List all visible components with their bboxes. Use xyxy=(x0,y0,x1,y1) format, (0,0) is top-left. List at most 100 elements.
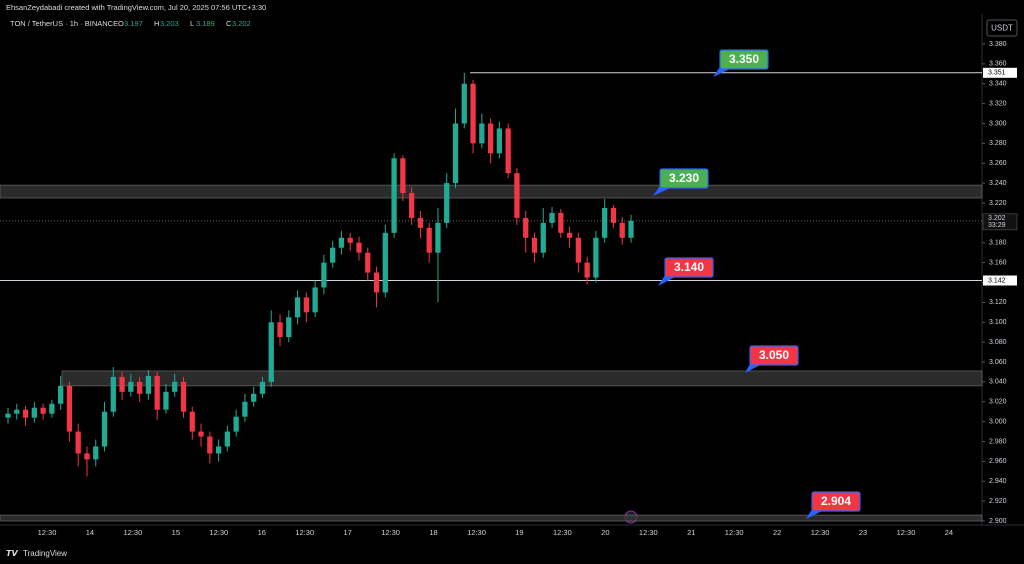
candle-body xyxy=(5,413,11,418)
candle-body xyxy=(180,381,187,412)
candle-body xyxy=(382,232,388,293)
candle-body xyxy=(584,262,590,278)
level-tag xyxy=(983,67,1017,78)
x-tick-label: 15 xyxy=(172,528,180,537)
y-tick-label: 3.100 xyxy=(989,319,1007,326)
candle-body xyxy=(549,212,555,223)
y-tick-label: 3.180 xyxy=(989,240,1007,247)
candle-body xyxy=(207,436,213,454)
callout-label: 3.050 xyxy=(759,348,789,362)
level-label: 3.351 xyxy=(988,70,1006,77)
candle-body xyxy=(233,416,239,432)
candle-body xyxy=(338,237,345,248)
candle-body xyxy=(294,297,301,318)
candle-body xyxy=(417,217,424,228)
countdown: 33:29 xyxy=(988,222,1006,229)
y-tick-label: 2.980 xyxy=(989,438,1007,445)
candle-body xyxy=(145,375,152,394)
y-tick-label: 3.120 xyxy=(989,299,1007,306)
y-tick-label: 3.240 xyxy=(989,180,1007,187)
callout xyxy=(811,491,861,512)
candle-body xyxy=(330,247,336,263)
candle-body xyxy=(215,446,222,454)
x-tick-label: 12:30 xyxy=(553,528,572,537)
candle-body xyxy=(286,317,292,338)
x-tick-label: 17 xyxy=(343,528,351,537)
legend-key: L xyxy=(190,19,194,28)
level-label: 3.142 xyxy=(988,277,1006,284)
candle-body xyxy=(224,431,230,447)
x-tick-label: 12:30 xyxy=(209,528,228,537)
y-tick-label: 2.900 xyxy=(989,518,1007,525)
currency-box[interactable] xyxy=(986,19,1018,37)
candle-body xyxy=(575,237,581,263)
candle-body xyxy=(409,193,415,218)
x-tick-label: 12:30 xyxy=(295,528,314,537)
x-tick-label: 16 xyxy=(258,528,266,537)
legend-key: H xyxy=(154,19,159,28)
candle-body xyxy=(593,237,599,278)
currency[interactable]: USDT xyxy=(991,24,1013,33)
x-tick-label: 22 xyxy=(773,528,781,537)
x-tick-label: 24 xyxy=(945,528,953,537)
y-tick-label: 3.360 xyxy=(989,61,1007,68)
callout-label: 2.904 xyxy=(821,494,851,508)
last-price-tag xyxy=(982,213,1018,231)
candle-body xyxy=(58,385,64,404)
candle-body xyxy=(66,385,73,432)
candle-body xyxy=(251,393,257,402)
candle-body xyxy=(514,173,520,218)
callout xyxy=(719,49,769,70)
legend-value: 3.197 xyxy=(124,19,143,28)
candle-body xyxy=(101,411,108,447)
callout-label: 3.350 xyxy=(729,52,759,66)
header: EhsanZeydabadi created with TradingView.… xyxy=(6,3,266,12)
x-tick-label: 21 xyxy=(687,528,695,537)
candle-body xyxy=(172,381,178,392)
candle-body xyxy=(321,262,327,288)
candle-body xyxy=(31,407,37,418)
candle-body xyxy=(452,123,459,184)
candle-body xyxy=(619,222,625,238)
symbol: TON / TetherUS · 1h · BINANCE xyxy=(10,19,118,28)
candle-body xyxy=(242,401,248,417)
candle-body xyxy=(84,453,90,460)
level-tag xyxy=(983,275,1017,286)
candle-body xyxy=(444,183,450,223)
candle-body xyxy=(312,287,318,313)
candle-body xyxy=(602,207,608,238)
zone xyxy=(0,184,983,199)
last-price-label: 3.202 xyxy=(988,215,1006,222)
candle-body xyxy=(22,409,29,418)
y-tick-label: 3.160 xyxy=(989,259,1007,266)
candle-body xyxy=(128,381,134,392)
footer-logo: 𝙏𝙑 xyxy=(6,549,18,558)
y-tick-label: 2.920 xyxy=(989,498,1007,505)
y-tick-label: 3.080 xyxy=(989,339,1007,346)
y-tick-label: 3.040 xyxy=(989,379,1007,386)
zone xyxy=(0,514,983,522)
y-tick-label: 2.960 xyxy=(989,458,1007,465)
candle-body xyxy=(487,123,494,154)
candle-body xyxy=(119,376,125,392)
x-tick-label: 20 xyxy=(601,528,609,537)
y-tick-label: 3.000 xyxy=(989,418,1007,425)
callout xyxy=(749,345,799,366)
candle-body xyxy=(303,297,309,313)
candle-body xyxy=(136,381,143,394)
candle-body xyxy=(479,123,485,144)
candle-body xyxy=(347,237,353,243)
y-tick-label: 3.300 xyxy=(989,120,1007,127)
x-tick-label: 12:30 xyxy=(124,528,143,537)
candle-body xyxy=(163,391,169,410)
candle-body xyxy=(93,446,99,460)
legend-value: 3.202 xyxy=(232,19,251,28)
candle-body xyxy=(75,431,81,454)
candle-body xyxy=(198,431,204,437)
callout xyxy=(664,257,714,278)
legend-value: 3.203 xyxy=(160,19,179,28)
candle-body xyxy=(470,83,476,144)
candle-body xyxy=(558,212,564,233)
y-tick-label: 3.280 xyxy=(989,140,1007,147)
